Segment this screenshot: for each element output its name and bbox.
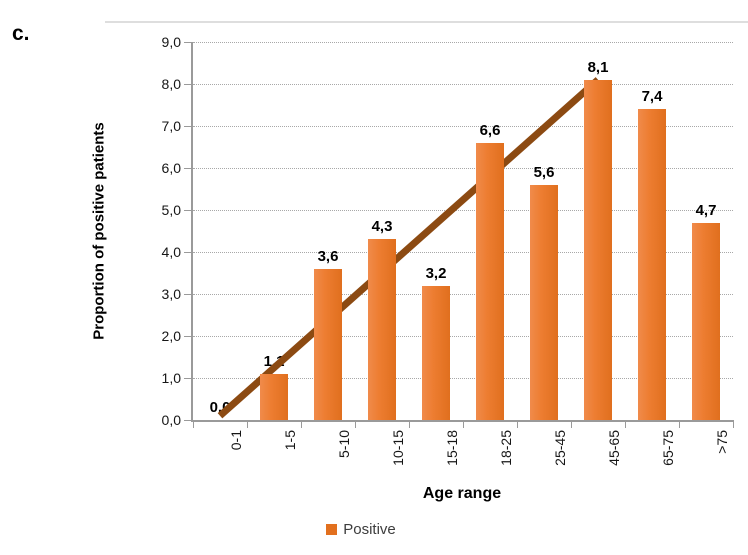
bar: [584, 79, 612, 420]
trendline: [217, 77, 601, 419]
y-tick-label: 4,0: [161, 244, 181, 260]
x-axis-line: [191, 420, 734, 422]
x-tick: [300, 422, 302, 428]
gridline: [193, 293, 733, 295]
y-tick: [184, 42, 191, 43]
legend-entry-positive: Positive: [326, 521, 396, 538]
frame-top-line: [105, 21, 748, 23]
x-tick: [732, 422, 734, 428]
plot-area: 0,0 1,0 2,0 3,0 4,0 5,0 6,0 7,0 8,0 9,0 0,0 1,1 3,6 4…: [162, 34, 734, 466]
gridline: [193, 167, 733, 169]
gridline: [193, 41, 733, 43]
bar-value-label: 3,2: [425, 264, 447, 282]
y-tick: [184, 252, 191, 253]
y-tick-label: 2,0: [161, 328, 181, 344]
gridline: [193, 377, 733, 379]
panel-label: c.: [12, 22, 30, 45]
gridline: [193, 125, 733, 127]
x-tick-label: 0-1: [228, 430, 244, 451]
y-tick-label: 3,0: [161, 286, 181, 302]
bar: [638, 109, 666, 420]
y-tick-label: 6,0: [161, 160, 181, 176]
y-axis-title: Proportion of positive patients: [90, 122, 108, 340]
y-tick-label: 7,0: [161, 118, 181, 134]
y-tick: [184, 84, 191, 85]
bar-value-label: 6,6: [479, 121, 501, 139]
bar-value-label: 7,4: [641, 88, 663, 106]
x-tick-label: 65-75: [660, 430, 676, 466]
x-tick: [678, 422, 680, 428]
bar: [476, 142, 504, 420]
bar: [530, 184, 558, 420]
x-tick: [462, 422, 464, 428]
y-tick: [184, 420, 191, 421]
bar: [368, 239, 396, 420]
x-tick-label: >75: [714, 430, 730, 454]
legend: Positive: [0, 521, 748, 538]
y-tick-label: 1,0: [161, 370, 181, 386]
x-tick: [354, 422, 356, 428]
bar: [314, 268, 342, 420]
gridline: [193, 83, 733, 85]
bar-value-label: 3,6: [317, 247, 339, 265]
x-tick: [408, 422, 410, 428]
legend-label-positive: Positive: [343, 521, 396, 538]
y-tick: [184, 378, 191, 379]
y-tick-label: 8,0: [161, 76, 181, 92]
bar-value-label: 4,7: [695, 201, 717, 219]
x-tick: [624, 422, 626, 428]
gridline: [193, 335, 733, 337]
bar-value-label: 5,6: [533, 163, 555, 181]
x-tick: [516, 422, 518, 428]
x-tick: [192, 422, 194, 428]
gridline: [193, 251, 733, 253]
y-tick: [184, 126, 191, 127]
bar: [260, 373, 288, 420]
y-axis-line: [191, 42, 193, 422]
x-tick-label: 45-65: [606, 430, 622, 466]
x-tick: [246, 422, 248, 428]
bar: [422, 285, 450, 420]
bar: [692, 222, 720, 420]
x-axis-title: Age range: [422, 485, 502, 502]
y-tick-label: 0,0: [161, 412, 181, 428]
y-tick: [184, 168, 191, 169]
y-tick: [184, 294, 191, 295]
x-tick-label: 1-5: [282, 430, 298, 451]
legend-swatch-positive: [326, 524, 338, 535]
y-tick-label: 5,0: [161, 202, 181, 218]
y-tick: [184, 336, 191, 337]
y-tick: [184, 210, 191, 211]
y-tick-label: 9,0: [161, 34, 181, 50]
gridline: [193, 209, 733, 211]
x-tick: [570, 422, 572, 428]
bar-value-label: 4,3: [371, 218, 393, 236]
bar-value-label: 8,1: [587, 58, 609, 76]
